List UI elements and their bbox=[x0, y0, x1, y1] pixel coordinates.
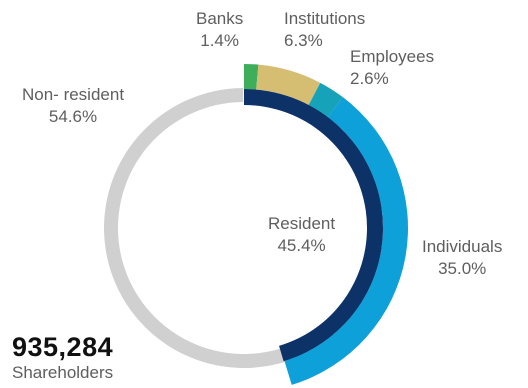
label-employees: Employees 2.6% bbox=[350, 46, 434, 90]
total-shareholders-count: 935,284 bbox=[12, 334, 113, 361]
label-employees-name: Employees bbox=[350, 46, 434, 68]
label-banks-name: Banks bbox=[196, 8, 243, 30]
label-non-resident-value: 54.6% bbox=[22, 106, 124, 128]
label-individuals-value: 35.0% bbox=[422, 258, 502, 280]
slice-non-resident bbox=[104, 88, 285, 368]
label-institutions-name: Institutions bbox=[284, 8, 365, 30]
label-individuals: Individuals 35.0% bbox=[422, 236, 502, 280]
label-non-resident-name: Non- resident bbox=[22, 84, 124, 106]
label-individuals-name: Individuals bbox=[422, 236, 502, 258]
label-resident-name: Resident bbox=[268, 213, 335, 235]
slice-banks bbox=[244, 64, 258, 90]
label-banks: Banks 1.4% bbox=[196, 8, 243, 52]
label-banks-value: 1.4% bbox=[196, 30, 243, 52]
label-employees-value: 2.6% bbox=[350, 68, 434, 90]
label-non-resident: Non- resident 54.6% bbox=[22, 84, 124, 128]
label-resident: Resident 45.4% bbox=[268, 213, 335, 257]
label-resident-value: 45.4% bbox=[268, 235, 335, 257]
total-shareholders: 935,284 Shareholders bbox=[12, 334, 113, 381]
total-shareholders-caption: Shareholders bbox=[12, 364, 113, 381]
